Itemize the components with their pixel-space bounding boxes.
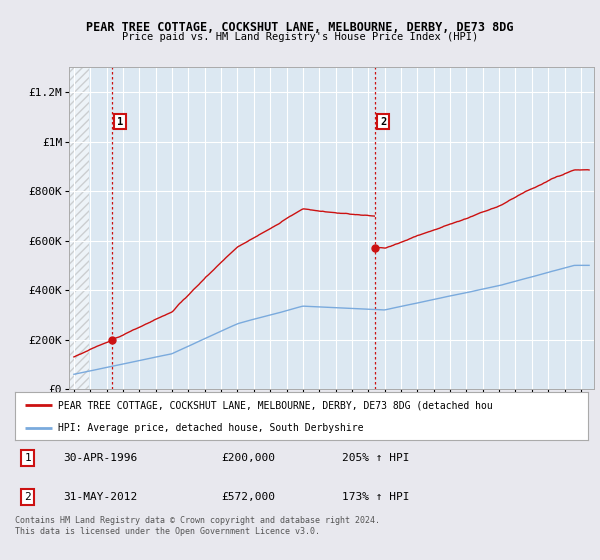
Text: 205% ↑ HPI: 205% ↑ HPI [341,453,409,463]
Text: PEAR TREE COTTAGE, COCKSHUT LANE, MELBOURNE, DERBY, DE73 8DG (detached hou: PEAR TREE COTTAGE, COCKSHUT LANE, MELBOU… [58,400,493,410]
Text: £200,000: £200,000 [221,453,275,463]
Text: Contains HM Land Registry data © Crown copyright and database right 2024.
This d: Contains HM Land Registry data © Crown c… [15,516,380,536]
Text: HPI: Average price, detached house, South Derbyshire: HPI: Average price, detached house, Sout… [58,423,364,433]
Text: 173% ↑ HPI: 173% ↑ HPI [341,492,409,502]
Text: 2: 2 [24,492,31,502]
Bar [66,67,89,389]
Text: PEAR TREE COTTAGE, COCKSHUT LANE, MELBOURNE, DERBY, DE73 8DG: PEAR TREE COTTAGE, COCKSHUT LANE, MELBOU… [86,21,514,34]
Text: 31-MAY-2012: 31-MAY-2012 [64,492,138,502]
Text: £572,000: £572,000 [221,492,275,502]
Text: 1: 1 [117,116,123,127]
Text: 30-APR-1996: 30-APR-1996 [64,453,138,463]
Text: Price paid vs. HM Land Registry's House Price Index (HPI): Price paid vs. HM Land Registry's House … [122,32,478,43]
Text: 2: 2 [380,116,386,127]
Text: 1: 1 [24,453,31,463]
